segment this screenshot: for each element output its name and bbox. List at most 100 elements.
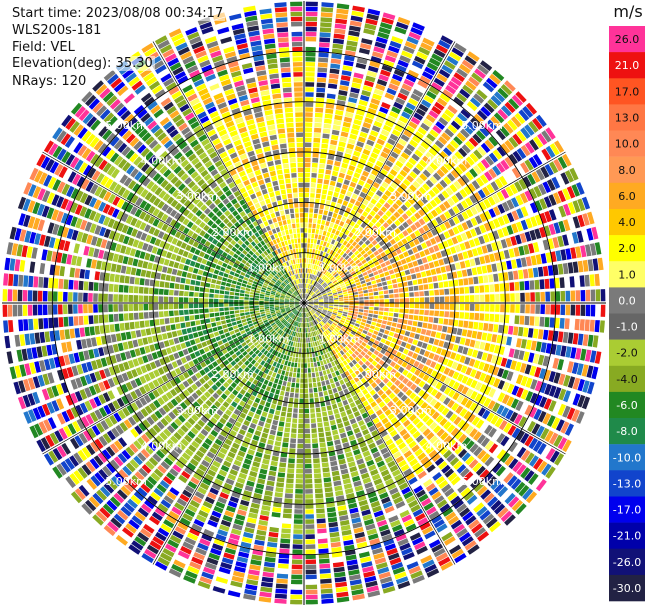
range-gate (276, 578, 288, 584)
range-gate (514, 281, 520, 291)
range-gate (394, 293, 399, 298)
range-gate (304, 363, 307, 368)
range-gate (351, 422, 359, 429)
range-gate (340, 468, 349, 475)
range-gate (315, 107, 324, 113)
range-gate (401, 547, 413, 556)
range-gate (437, 356, 445, 364)
range-gate (357, 104, 367, 112)
range-gate (332, 170, 339, 177)
range-gate (317, 309, 322, 312)
range-gate (331, 278, 336, 283)
range-gate (431, 53, 444, 63)
range-gate (462, 511, 474, 522)
range-gate (487, 98, 499, 110)
range-gate (414, 448, 424, 457)
range-gate (369, 306, 374, 310)
range-gate (454, 116, 465, 127)
range-gate (384, 303, 389, 307)
range-gate (484, 284, 490, 293)
range-gate (389, 384, 397, 391)
range-gate (439, 289, 445, 296)
range-gate (285, 371, 289, 377)
range-gate (590, 304, 596, 317)
range-gate (279, 543, 290, 549)
range-gate (404, 303, 410, 308)
range-gate (207, 328, 213, 334)
range-gate (382, 451, 391, 459)
range-gate (439, 93, 451, 103)
range-gate (314, 288, 318, 293)
range-gate (305, 122, 313, 127)
range-gate (334, 273, 339, 278)
range-gate (479, 395, 487, 405)
range-gate (178, 336, 185, 343)
range-gate (394, 363, 401, 371)
range-gate (519, 402, 529, 414)
range-gate (443, 536, 456, 546)
range-gate (401, 83, 413, 92)
range-gate (327, 237, 332, 244)
range-gate (463, 471, 474, 482)
range-gate (354, 243, 361, 250)
range-gate (444, 108, 455, 119)
range-gate (310, 183, 316, 188)
range-gate (274, 378, 279, 384)
range-gate (315, 336, 318, 341)
range-gate (309, 398, 314, 403)
range-gate (395, 248, 402, 255)
range-gate (510, 304, 515, 313)
range-gate (324, 264, 329, 270)
range-gate (415, 84, 426, 93)
range-gate (399, 308, 404, 313)
range-gate (291, 382, 296, 388)
range-gate (304, 197, 309, 203)
range-gate (399, 415, 408, 424)
range-gate (357, 287, 363, 292)
range-gate (407, 350, 414, 357)
range-gate (348, 97, 358, 104)
range-gate (581, 196, 591, 210)
range-gate (368, 236, 375, 242)
range-gate (457, 383, 465, 393)
range-gate (433, 260, 440, 267)
range-gate (545, 343, 552, 354)
range-gate (292, 549, 303, 555)
range-gate (338, 406, 345, 413)
range-gate (453, 319, 459, 327)
range-gate (328, 309, 333, 312)
range-gate (314, 473, 322, 479)
range-gate (304, 433, 311, 439)
range-gate (411, 326, 417, 333)
range-gate (327, 292, 333, 296)
range-gate (305, 307, 308, 312)
range-gate (470, 390, 478, 400)
range-gate (499, 283, 505, 292)
range-gate (450, 352, 457, 360)
range-gate (259, 515, 269, 521)
range-gate (373, 164, 381, 172)
range-gate (380, 324, 386, 329)
range-gate (487, 364, 495, 374)
range-gate (516, 130, 527, 142)
range-gate (480, 142, 491, 153)
range-gate (355, 320, 361, 325)
range-gate (338, 510, 348, 516)
range-gate (356, 270, 362, 276)
range-gate (451, 361, 459, 370)
range-gate (500, 239, 508, 249)
range-gate (381, 181, 389, 189)
range-gate (332, 271, 337, 276)
range-gate (376, 264, 382, 270)
range-gate (320, 256, 324, 262)
range-gate (382, 501, 393, 509)
range-gate (388, 289, 394, 294)
range-gate (339, 299, 344, 301)
range-gate (322, 283, 327, 287)
range-gate (322, 292, 327, 295)
range-gate (305, 529, 315, 534)
range-gate (279, 374, 284, 381)
range-gate (358, 366, 364, 373)
range-gate (419, 424, 428, 433)
range-gate (314, 122, 322, 128)
